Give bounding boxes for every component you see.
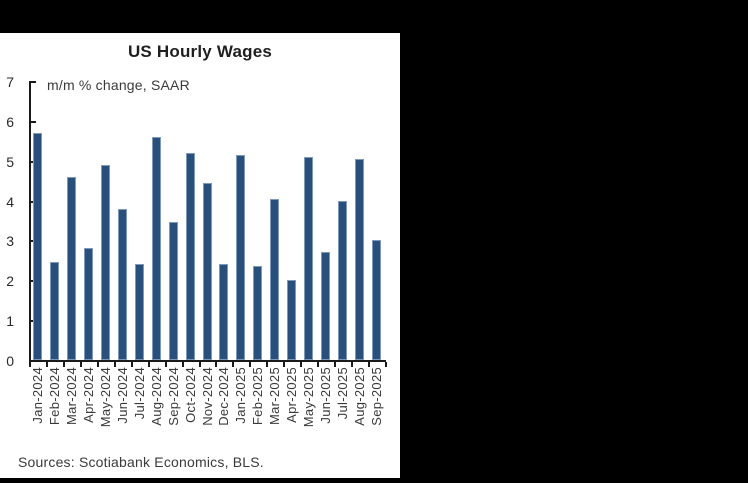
x-tick [130, 362, 133, 367]
x-tick [283, 362, 286, 367]
bar [49, 262, 59, 360]
x-tick-label: Feb-2024 [46, 367, 62, 426]
bar [202, 182, 212, 360]
x-tick [62, 362, 65, 367]
x-tick-label: Dec-2024 [216, 367, 232, 426]
bar [83, 248, 93, 360]
x-tick [385, 362, 387, 367]
y-tick-label: 7 [6, 74, 14, 90]
x-tick [147, 362, 150, 367]
x-tick-label: Oct-2024 [182, 367, 198, 423]
chart-subtitle: m/m % change, SAAR [47, 77, 190, 93]
bar [185, 152, 195, 360]
y-tick [31, 81, 36, 83]
chart-title: US Hourly Wages [127, 42, 273, 61]
x-tick-label: Jul-2024 [131, 367, 147, 420]
x-tick-label: Jan-2024 [29, 367, 45, 424]
x-tick [266, 362, 269, 367]
bar [236, 154, 246, 360]
x-axis-line [29, 360, 386, 362]
x-tick [198, 362, 201, 367]
x-tick [368, 362, 371, 367]
y-tick-label: 2 [6, 273, 14, 290]
x-tick-label: Jan-2025 [233, 367, 249, 424]
x-tick-label: Jun-2025 [318, 367, 334, 424]
bar [270, 198, 280, 360]
x-tick [215, 362, 218, 367]
y-tick-label: 1 [6, 313, 14, 330]
x-tick-label: Aug-2025 [352, 367, 368, 426]
x-tick [300, 362, 303, 367]
y-tick [31, 120, 36, 123]
bar [304, 156, 314, 360]
y-tick-label: 3 [6, 233, 14, 250]
x-tick [29, 362, 31, 367]
bar [253, 266, 263, 360]
x-tick-label: May-2025 [301, 367, 317, 428]
x-tick-label: Sep-2025 [369, 367, 385, 426]
y-tick-label: 5 [6, 153, 14, 170]
x-tick-label: May-2024 [97, 367, 113, 428]
x-tick [79, 362, 82, 367]
bar [151, 136, 161, 360]
x-tick-label: Sep-2024 [165, 367, 181, 426]
x-tick [317, 362, 320, 367]
x-tick-label: Mar-2025 [267, 367, 283, 426]
bar [355, 158, 365, 360]
x-tick-label: Nov-2024 [199, 367, 215, 426]
x-tick-label: Feb-2025 [250, 367, 266, 426]
x-tick [249, 362, 252, 367]
x-tick [181, 362, 184, 367]
x-tick [96, 362, 99, 367]
bar [32, 132, 42, 360]
y-tick-label: 0 [6, 353, 14, 369]
bar [321, 252, 331, 360]
y-tick-label: 6 [6, 113, 14, 130]
bar [117, 208, 127, 360]
x-tick-label: Apr-2024 [80, 367, 96, 423]
y-axis-line [29, 81, 31, 362]
y-tick [31, 360, 36, 362]
x-tick [113, 362, 116, 367]
bar [372, 240, 382, 360]
chart-source: Sources: Scotiabank Economics, BLS. [18, 454, 264, 470]
bar [287, 280, 297, 360]
x-tick-label: Mar-2024 [63, 367, 79, 426]
x-tick [351, 362, 354, 367]
bar [168, 222, 178, 360]
bar [100, 164, 110, 360]
bar [338, 200, 348, 360]
chart-panel: US Hourly Wages m/m % change, SAAR 0 1 2 3 4… [0, 33, 400, 478]
x-tick-label: Aug-2024 [148, 367, 164, 426]
bar [219, 264, 229, 360]
x-tick [334, 362, 337, 367]
bar [66, 176, 76, 360]
x-tick-label: Apr-2025 [284, 367, 300, 423]
x-tick [232, 362, 235, 367]
x-tick-label: Jun-2024 [114, 367, 130, 424]
x-tick [164, 362, 167, 367]
x-tick-label: Jul-2025 [335, 367, 351, 420]
bar [134, 264, 144, 360]
x-tick [45, 362, 48, 367]
y-tick-label: 4 [6, 193, 14, 210]
